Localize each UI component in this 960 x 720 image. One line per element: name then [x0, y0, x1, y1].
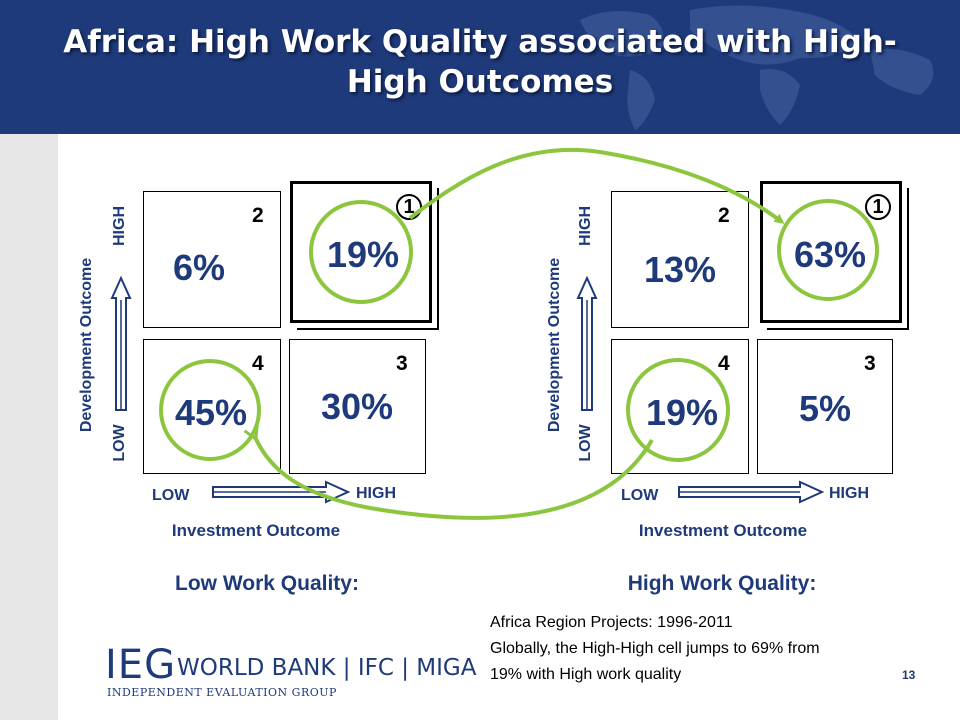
x-axis-low-label: LOW — [621, 487, 659, 504]
cell-number: 4 — [252, 352, 264, 375]
world-map-watermark — [580, 5, 934, 130]
cell-value: 19% — [645, 392, 719, 433]
title-line-2: High Outcomes — [346, 64, 614, 100]
x-axis-high-label: HIGH — [356, 485, 396, 502]
title-line-1: Africa: High Work Quality associated wit… — [63, 24, 897, 60]
curve-arrow-high-high — [408, 147, 785, 224]
ieg-subtitle: INDEPENDENT EVALUATION GROUP — [107, 686, 337, 699]
cell-bottom-left: 4 45% — [143, 339, 281, 474]
note-line-3: 19% with High work quality — [490, 666, 682, 683]
cell-number-badge: 1 — [865, 194, 891, 220]
cell-number: 3 — [864, 352, 876, 375]
cell-bottom-right: 3 30% — [289, 339, 426, 474]
cell-value: 63% — [793, 234, 867, 275]
left-side-bar — [0, 134, 58, 720]
highlight-circle-left-low-low — [159, 359, 261, 461]
cell-number: 2 — [718, 204, 730, 227]
left-x-axis-arrow — [212, 480, 351, 504]
note-line-1: Africa Region Projects: 1996-2011 — [490, 614, 733, 631]
right-y-axis-arrow — [576, 275, 598, 411]
quality-label: High Work Quality: — [627, 572, 817, 595]
curve-arrow-low-low — [255, 437, 654, 520]
note-line-2: Globally, the High-High cell jumps to 69… — [490, 640, 820, 657]
highlight-circle-left-high-high — [309, 200, 413, 304]
cell-bottom-right: 3 5% — [757, 339, 893, 474]
cell-number: 3 — [396, 352, 408, 375]
page-number: 13 — [902, 668, 916, 682]
slide-header: Africa: High Work Quality associated wit… — [0, 0, 960, 134]
cell-value: 19% — [326, 234, 400, 275]
cell-top-left: 2 6% — [143, 191, 281, 328]
x-axis-title: Investment Outcome — [171, 521, 341, 540]
cell-number: 4 — [718, 352, 730, 375]
cell-value: 30% — [320, 386, 394, 427]
cell-value: 6% — [172, 247, 226, 288]
quality-label: Low Work Quality: — [175, 572, 359, 595]
right-x-axis-arrow — [678, 480, 825, 504]
source-note: Africa Region Projects: 1996-2011 Global… — [490, 610, 940, 688]
x-axis-high-label: HIGH — [829, 485, 869, 502]
cell-value: 5% — [798, 388, 852, 429]
left-y-axis-arrow — [110, 275, 132, 411]
highlight-circle-right-low-low — [626, 358, 730, 462]
slide-title: Africa: High Work Quality associated wit… — [0, 22, 960, 102]
x-axis-low-label: LOW — [152, 487, 190, 504]
cell-number: 2 — [252, 204, 264, 227]
cell-top-left: 2 13% — [611, 191, 749, 328]
highlight-circle-right-high-high — [777, 199, 879, 301]
cell-value: 45% — [174, 392, 248, 433]
cell-number-badge: 1 — [396, 194, 422, 220]
orgs-wordmark: WORLD BANK | IFC | MIGA — [177, 655, 477, 681]
ieg-wordmark: IEG — [105, 642, 177, 688]
cell-value: 13% — [643, 249, 717, 290]
x-axis-title: Investment Outcome — [638, 521, 808, 540]
